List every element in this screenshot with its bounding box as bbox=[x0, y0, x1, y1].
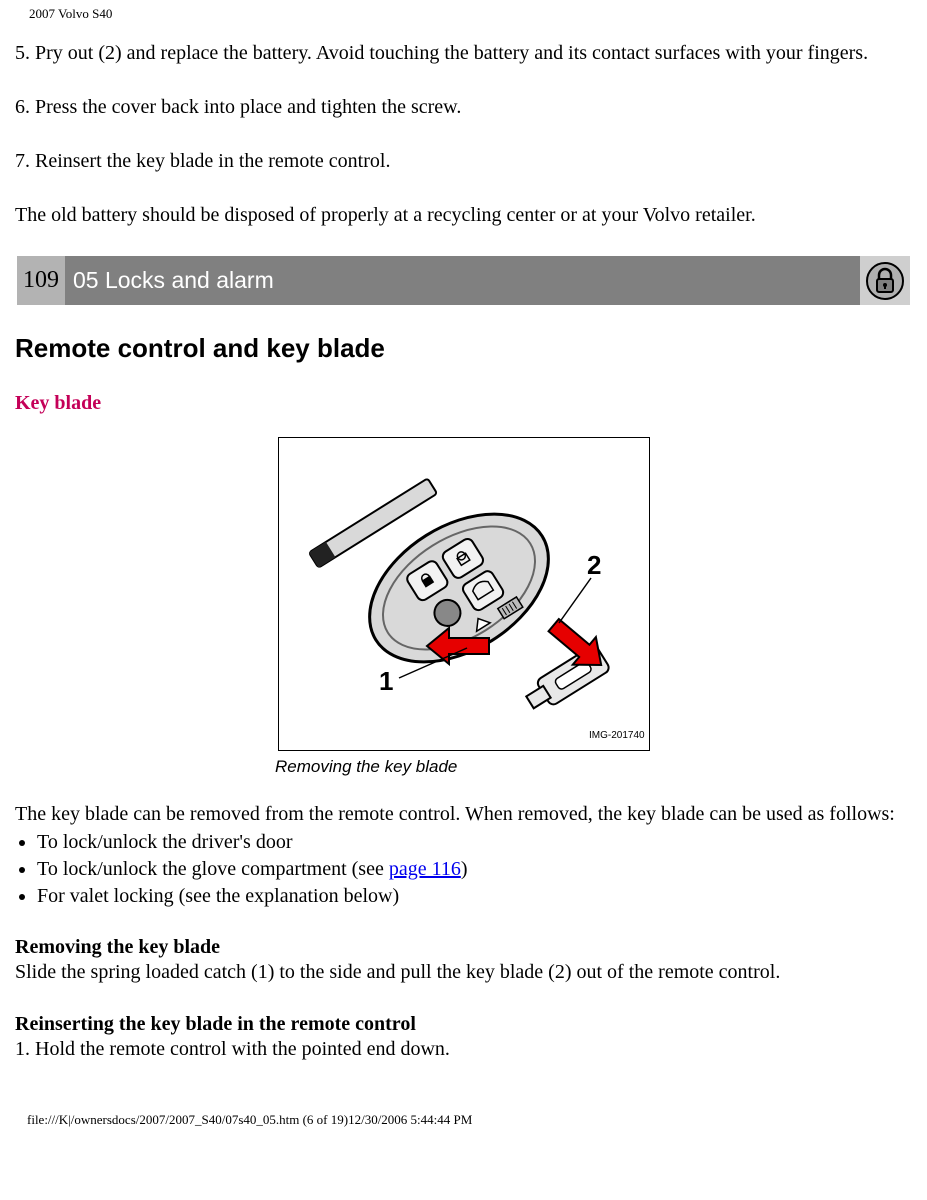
page-number: 109 bbox=[17, 256, 65, 305]
list-item: For valet locking (see the explanation b… bbox=[37, 883, 912, 910]
step-5: 5. Pry out (2) and replace the battery. … bbox=[15, 40, 912, 66]
list-item: To lock/unlock the glove compartment (se… bbox=[37, 856, 912, 883]
chapter-title: 05 Locks and alarm bbox=[65, 256, 860, 305]
doc-header: 2007 Volvo S40 bbox=[29, 6, 912, 22]
removing-text: Slide the spring loaded catch (1) to the… bbox=[15, 959, 912, 985]
keyblade-uses-list: To lock/unlock the driver's door To lock… bbox=[15, 829, 912, 910]
battery-note: The old battery should be disposed of pr… bbox=[15, 202, 912, 228]
page-footer: file:///K|/ownersdocs/2007/2007_S40/07s4… bbox=[27, 1112, 912, 1128]
page-116-link[interactable]: page 116 bbox=[389, 858, 461, 880]
page-container: 2007 Volvo S40 5. Pry out (2) and replac… bbox=[0, 0, 927, 1168]
key-blade-figure: 1 2 IMG-201740 Removing the key blade bbox=[15, 437, 912, 777]
step-7: 7. Reinsert the key blade in the remote … bbox=[15, 148, 912, 174]
figure-img-label: IMG-201740 bbox=[589, 730, 645, 741]
section-heading: Remote control and key blade bbox=[15, 333, 912, 364]
bullet-text: ) bbox=[461, 858, 468, 880]
removing-heading: Removing the key blade bbox=[15, 936, 912, 959]
reinserting-heading: Reinserting the key blade in the remote … bbox=[15, 1013, 912, 1036]
subsection-heading: Key blade bbox=[15, 392, 912, 415]
keyblade-intro: The key blade can be removed from the re… bbox=[15, 801, 912, 827]
marker-2: 2 bbox=[587, 550, 601, 580]
step-6: 6. Press the cover back into place and t… bbox=[15, 94, 912, 120]
figure-box: 1 2 IMG-201740 bbox=[278, 437, 650, 751]
marker-1: 1 bbox=[379, 666, 393, 696]
bullet-text: To lock/unlock the glove compartment (se… bbox=[37, 858, 389, 880]
figure-caption: Removing the key blade bbox=[15, 757, 912, 777]
chapter-banner: 109 05 Locks and alarm bbox=[17, 256, 910, 305]
list-item: To lock/unlock the driver's door bbox=[37, 829, 912, 856]
lock-icon bbox=[860, 256, 910, 305]
reinserting-step1: 1. Hold the remote control with the poin… bbox=[15, 1036, 912, 1062]
